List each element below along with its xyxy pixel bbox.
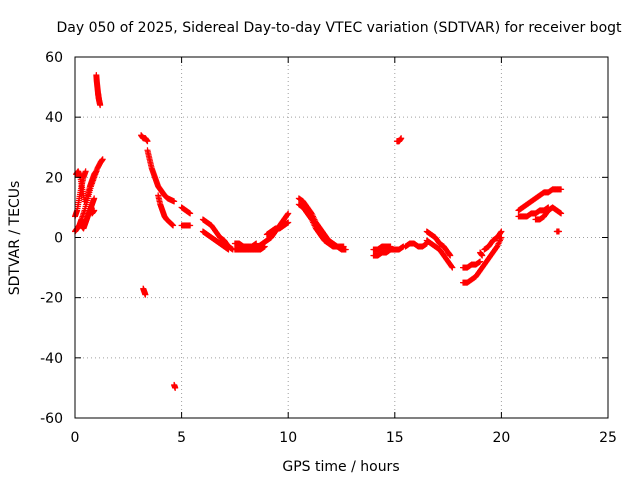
data-point [285, 219, 292, 226]
data-point [449, 264, 456, 271]
axis-ticks [74, 56, 609, 419]
data-point [555, 228, 562, 235]
y-tick-label: -60 [40, 411, 63, 427]
data-point [187, 222, 194, 229]
data-point [81, 198, 88, 205]
data-point [171, 198, 178, 205]
data-point [398, 135, 405, 142]
data-point [498, 228, 505, 235]
y-tick-label: 20 [45, 170, 63, 186]
y-tick-labels: -60 -40 -20 0 20 40 60 [40, 50, 63, 427]
y-axis-label: SDTVAR / TECUs [7, 181, 23, 296]
x-tick-label: 25 [599, 430, 617, 446]
data-point [172, 384, 179, 391]
y-tick-label: 0 [54, 231, 63, 247]
data-point [387, 243, 394, 250]
x-tick-labels: 0 5 10 15 20 25 [71, 430, 617, 446]
x-tick-label: 10 [279, 430, 297, 446]
data-point [497, 229, 504, 236]
data-point [93, 168, 100, 175]
data-point [448, 263, 455, 270]
grid-lines [75, 57, 608, 418]
data-point [342, 246, 349, 253]
data-point [225, 246, 232, 253]
data-points [72, 72, 565, 391]
data-point [142, 291, 149, 298]
data-point [284, 211, 291, 218]
data-point [340, 243, 347, 250]
data-point [477, 258, 484, 265]
data-point [558, 186, 565, 193]
data-point [285, 210, 292, 217]
data-point [447, 252, 454, 259]
data-point [187, 210, 194, 217]
data-point [170, 222, 177, 229]
data-point [82, 168, 89, 175]
data-point [97, 102, 104, 109]
x-tick-label: 15 [386, 430, 404, 446]
x-tick-label: 20 [492, 430, 510, 446]
data-point [144, 138, 151, 145]
data-point [558, 210, 565, 217]
data-point [91, 195, 98, 202]
plot-frame [74, 56, 609, 419]
y-tick-label: 40 [45, 110, 63, 126]
x-tick-label: 5 [177, 430, 186, 446]
data-point [91, 207, 98, 214]
chart-title: Day 050 of 2025, Sidereal Day-to-day VTE… [56, 20, 622, 36]
y-tick-label: -20 [40, 291, 63, 307]
y-tick-label: 60 [45, 50, 63, 66]
x-axis-label: GPS time / hours [282, 459, 399, 475]
data-point [99, 156, 106, 163]
x-tick-label: 0 [71, 430, 80, 446]
y-tick-label: -40 [40, 351, 63, 367]
data-point [479, 252, 486, 259]
